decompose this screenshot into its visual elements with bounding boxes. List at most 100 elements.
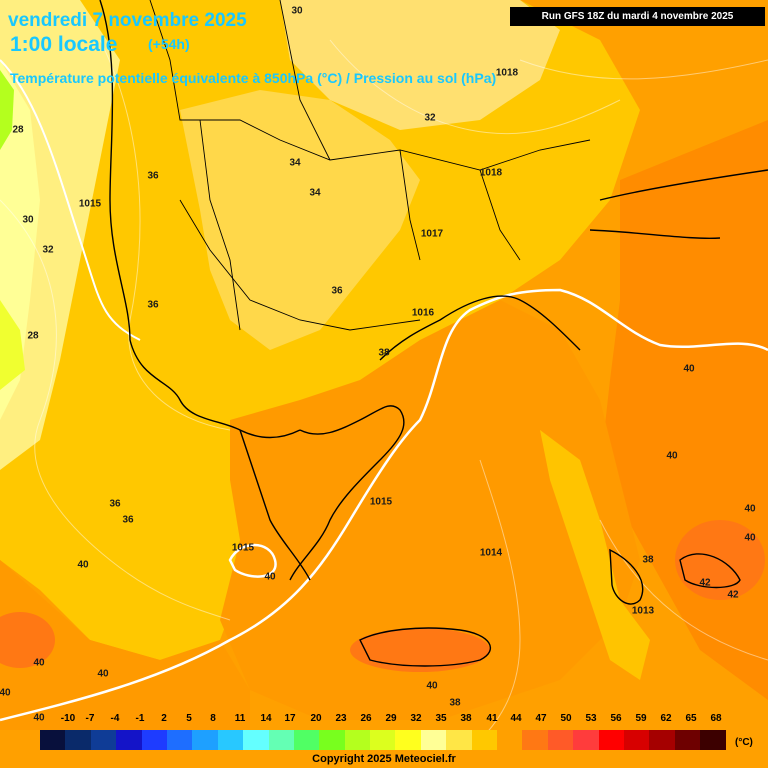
- isotherm-line: [519, 59, 768, 80]
- map-label: 1015: [78, 198, 102, 210]
- temp-zone-cold: [0, 70, 14, 150]
- map-label: 40: [744, 503, 756, 515]
- legend-swatch: [598, 730, 624, 750]
- map-label: 36: [109, 498, 121, 510]
- legend-swatch: [243, 730, 269, 750]
- legend-tick: 29: [385, 713, 397, 724]
- legend-swatch: [700, 730, 726, 750]
- legend-tick: 2: [161, 713, 167, 724]
- border: [479, 169, 521, 261]
- border: [399, 149, 421, 261]
- map-label: 38: [642, 554, 654, 566]
- temp-hotspot-crete: [350, 628, 490, 672]
- legend-tick: 23: [335, 713, 347, 724]
- map-label: 28: [27, 330, 39, 342]
- map-label: 40: [0, 687, 11, 699]
- isotherm-line: [99, 39, 231, 431]
- legend-tick: 68: [710, 713, 722, 724]
- temp-zone-34: [180, 90, 420, 350]
- map-label: 1014: [479, 547, 503, 559]
- legend-tick: 47: [535, 713, 547, 724]
- legend-tick: 5: [186, 713, 192, 724]
- map-label: 40: [264, 571, 276, 583]
- legend-tick: 59: [635, 713, 647, 724]
- map-label: 1016: [411, 307, 435, 319]
- forecast-lead-time: (+54h): [148, 36, 190, 52]
- legend-swatch: [344, 730, 371, 750]
- isobar-1016-inner: [0, 59, 141, 341]
- border: [279, 0, 331, 161]
- map-label: 36: [331, 285, 343, 297]
- coastline: [359, 627, 492, 667]
- legend-tick: 20: [310, 713, 322, 724]
- legend-swatch: [522, 730, 548, 750]
- legend-swatch: [141, 730, 167, 750]
- map-label: 28: [12, 124, 24, 136]
- isotherm-line: [0, 199, 231, 621]
- temp-zone-38: [540, 430, 650, 680]
- legend-tick: 41: [486, 713, 498, 724]
- forecast-date: vendredi 7 novembre 2025: [8, 10, 247, 31]
- map-label: 40: [33, 657, 45, 669]
- legend-swatch: [674, 730, 701, 750]
- coastline: [239, 429, 311, 581]
- temp-hotspot-sw: [0, 612, 55, 668]
- legend-swatch: [217, 730, 244, 750]
- border: [149, 0, 591, 171]
- coastline: [609, 548, 644, 605]
- isobar-1015-loop: [228, 543, 277, 578]
- map-label: 1015: [231, 542, 255, 554]
- map-label: 36: [122, 514, 134, 526]
- legend-swatch: [116, 730, 142, 750]
- legend-swatch: [420, 730, 447, 750]
- legend-swatch: [623, 730, 650, 750]
- map-label: 40: [97, 668, 109, 680]
- legend-swatch: [293, 730, 320, 750]
- map-label: 40: [77, 559, 89, 571]
- coastline: [289, 405, 405, 581]
- legend-tick: 50: [560, 713, 572, 724]
- map-label: 1017: [420, 228, 444, 240]
- legend-swatch: [395, 730, 421, 750]
- legend-swatch: [268, 730, 294, 750]
- legend-tick: 26: [360, 713, 372, 724]
- map-label: 40: [666, 450, 678, 462]
- legend-swatch: [90, 730, 117, 750]
- temp-zone-32: [280, 0, 560, 130]
- legend-swatch: [446, 730, 472, 750]
- legend-tick: 38: [460, 713, 472, 724]
- legend-swatch: [370, 730, 396, 750]
- legend-swatch: [40, 730, 66, 750]
- legend-colorbar: [40, 730, 726, 750]
- legend-tick-labels: -10 -7 -4 -1 2 5 8 11 14 17 20 23 26 29 …: [0, 713, 768, 727]
- legend-tick: 14: [260, 713, 272, 724]
- map-label: 40: [744, 532, 756, 544]
- map-label: 40: [426, 680, 438, 692]
- run-info-box: Run GFS 18Z du mardi 4 novembre 2025: [510, 7, 765, 26]
- legend-unit: (°C): [735, 737, 753, 748]
- coastline: [589, 229, 721, 240]
- legend-tick: 44: [510, 713, 522, 724]
- temp-zone-40-sw: [0, 560, 250, 730]
- map-label: 40: [683, 363, 695, 375]
- legend-swatch: [497, 730, 523, 750]
- temp-zone-26: [0, 300, 25, 390]
- border: [179, 199, 421, 331]
- legend-tick: -7: [85, 713, 95, 724]
- legend-tick: 17: [284, 713, 296, 724]
- legend-swatch: [471, 730, 498, 750]
- map-label: 30: [22, 214, 34, 226]
- legend-tick: 65: [685, 713, 697, 724]
- legend-tick: 62: [660, 713, 672, 724]
- map-label: 40: [33, 712, 45, 724]
- map-label: 32: [424, 112, 436, 124]
- map-label: 1018: [479, 167, 503, 179]
- map-label: 36: [147, 170, 159, 182]
- map-label: 1013: [631, 605, 655, 617]
- map-label: 34: [289, 157, 301, 169]
- legend-swatch: [649, 730, 675, 750]
- isotherm-line: [329, 39, 621, 135]
- legend-tick: 32: [410, 713, 422, 724]
- legend-tick: 8: [210, 713, 216, 724]
